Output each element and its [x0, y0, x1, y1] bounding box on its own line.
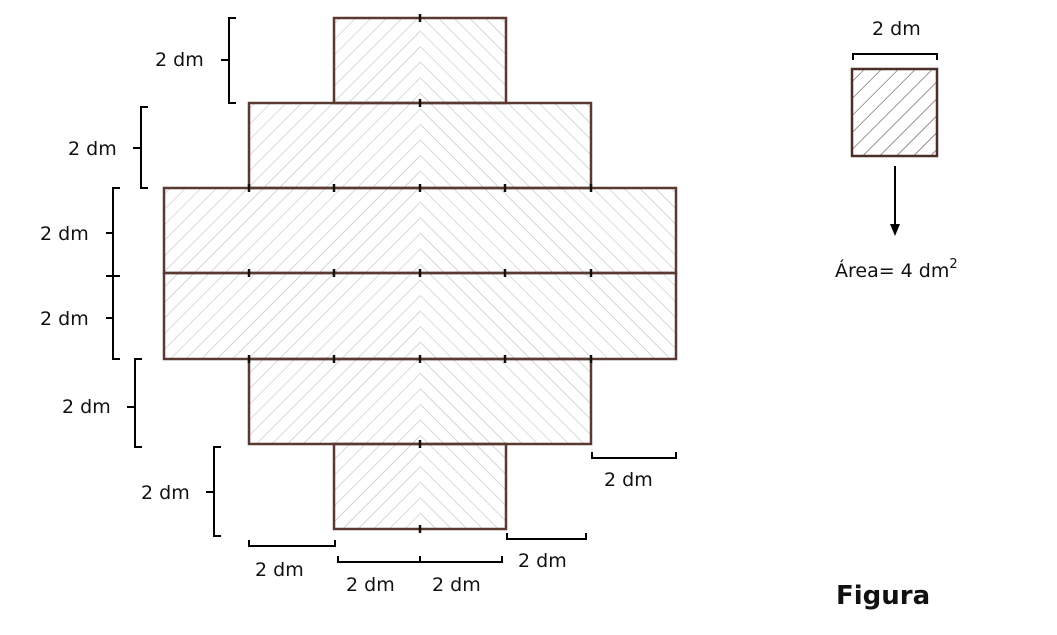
unit-square-side-label: 2 dm [872, 18, 921, 40]
dim-label-row-6: 2 dm [141, 482, 190, 504]
arrowhead-icon [890, 224, 900, 236]
shape-row-4 [164, 273, 676, 359]
dim-label-bottom-4: 2 dm [518, 550, 567, 572]
dim-label-row-5: 2 dm [62, 396, 111, 418]
dim-label-bottom-2: 2 dm [346, 574, 395, 596]
grid-ticks [247, 14, 593, 533]
shape-row-2 [249, 103, 591, 188]
dim-label-bottom-1: 2 dm [255, 559, 304, 581]
bottom-dimension-brackets [248, 452, 677, 563]
dim-label-row-1: 2 dm [155, 49, 204, 71]
dim-label-row-2: 2 dm [68, 138, 117, 160]
dim-label-row-4: 2 dm [40, 308, 89, 330]
dim-label-row-3: 2 dm [40, 223, 89, 245]
area-label-exponent: 2 [949, 257, 957, 272]
area-label: Área= 4 dm2 [835, 257, 958, 282]
area-label-text: Área= 4 dm [835, 259, 949, 282]
shape-row-3 [164, 188, 676, 273]
dim-label-right: 2 dm [604, 469, 653, 491]
shape-row-5 [249, 359, 591, 444]
figure-caption: Figura [836, 581, 930, 611]
left-dimension-brackets [106, 17, 236, 537]
shape-row-6 [334, 444, 506, 529]
dim-label-bottom-3: 2 dm [432, 574, 481, 596]
shape-row-1 [334, 18, 506, 103]
unit-square [850, 67, 939, 158]
unit-square-reference: 2 dm Área= 4 dm2 [835, 18, 958, 282]
